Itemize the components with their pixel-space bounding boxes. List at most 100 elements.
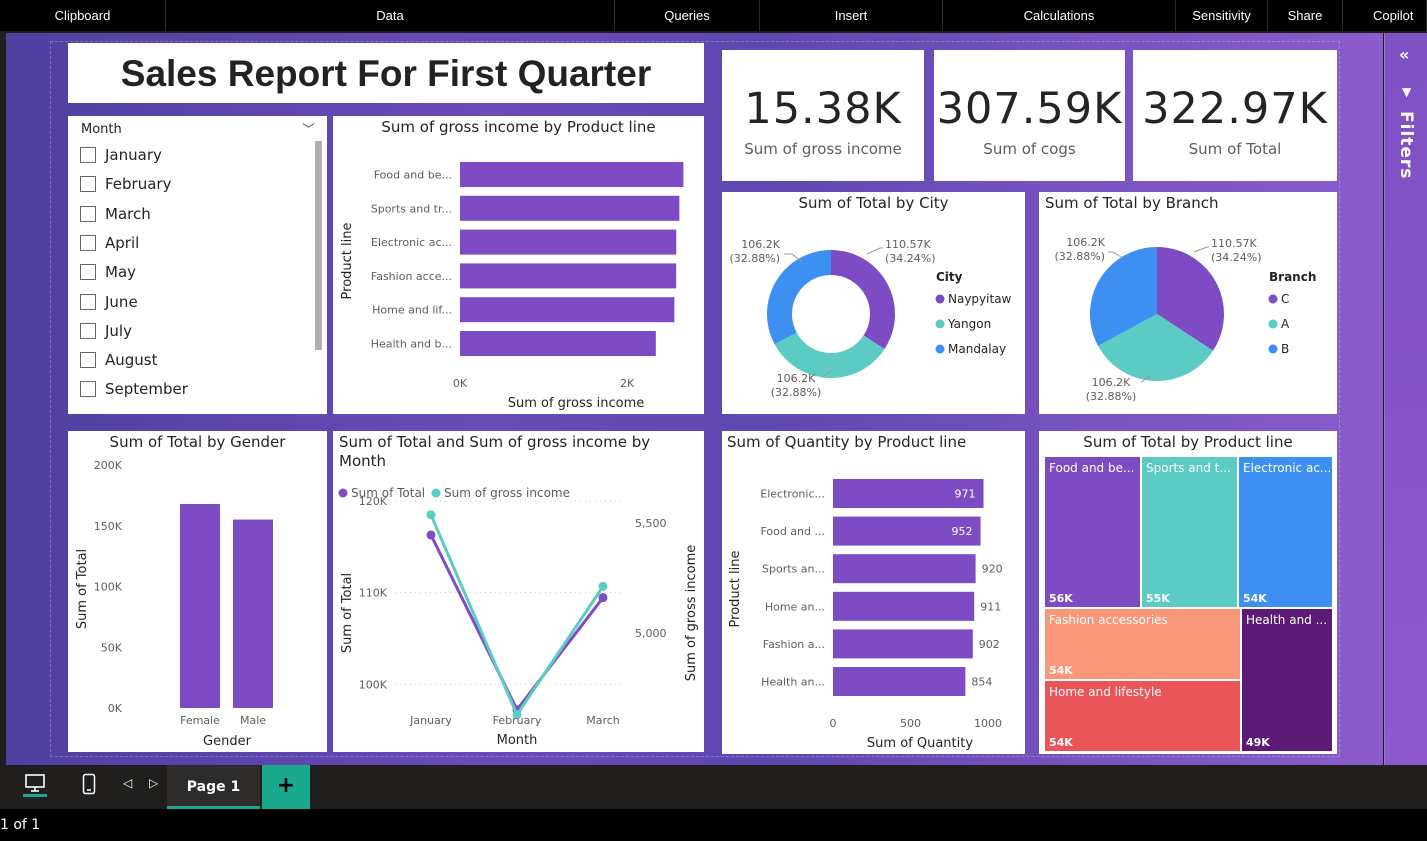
slicer-item-may[interactable]: May (80, 261, 136, 283)
slicer-item-august[interactable]: August (80, 349, 158, 371)
data-label: 920 (982, 563, 1003, 576)
ribbon-queries[interactable]: Queries (615, 0, 760, 31)
data-label: (32.88%) (1054, 250, 1105, 263)
kpi-label: Sum of cogs (983, 140, 1076, 158)
product-treemap: Food and be... 56K Sports and t... 55K Elect… (1045, 457, 1332, 751)
mobile-view-icon[interactable] (82, 773, 96, 800)
legend-marker (338, 488, 348, 498)
kpi-total[interactable]: 322.97K Sum of Total (1133, 50, 1337, 181)
quantity-by-product-card[interactable]: Sum of Quantity by Product line Electron… (722, 431, 1025, 754)
gross-income-by-product-card[interactable]: Sum of gross income by Product line Food… (333, 116, 704, 414)
collapse-chevron-icon[interactable]: « (1399, 45, 1410, 64)
chart-title: Sum of Total by Product line (1083, 433, 1293, 451)
treemap-tile[interactable]: Health and ... 49K (1242, 609, 1332, 751)
branch-pie-chart: 110.57K(34.24%)106.2K(32.88%)106.2K(32.8… (1054, 236, 1316, 403)
ribbon-calculations[interactable]: Calculations (943, 0, 1176, 31)
ribbon-share[interactable]: Share (1268, 0, 1343, 31)
kpi-value: 307.59K (936, 84, 1123, 134)
checkbox[interactable] (80, 264, 96, 281)
leader-line (821, 369, 833, 378)
bar (833, 667, 966, 696)
checkbox[interactable] (80, 322, 96, 339)
total-by-gender-card[interactable]: Sum of Total by Gender 0K 50K 100K 150K 200K… (68, 431, 327, 752)
treemap-tile[interactable]: Home and lifestyle 54K (1045, 681, 1240, 751)
slicer-item-february[interactable]: February (80, 173, 171, 195)
checkbox[interactable] (80, 147, 96, 163)
leader-line (1108, 251, 1124, 259)
slicer-item-july[interactable]: July (80, 320, 132, 342)
legend-marker (1268, 344, 1278, 354)
treemap-tile[interactable]: Food and be... 56K (1045, 457, 1140, 607)
data-label: 106.2K (1092, 376, 1131, 389)
tile-value: 49K (1246, 736, 1270, 749)
checkbox[interactable] (80, 205, 96, 222)
bar (460, 297, 675, 323)
bar (833, 591, 975, 621)
tile-value: 55K (1146, 592, 1170, 605)
ribbon-data[interactable]: Data (166, 0, 615, 31)
data-label: (32.88%) (729, 252, 780, 265)
checkbox[interactable] (80, 293, 96, 310)
total-by-city-card[interactable]: Sum of Total by City 110.57K (34.24%) 106.… (722, 192, 1025, 414)
y-axis-title: Sum of Total (340, 573, 355, 653)
treemap-tile[interactable]: Electronic ac... 54K (1239, 457, 1332, 607)
legend-marker (935, 319, 945, 329)
total-gross-by-month-card[interactable]: Sum of Total and Sum of gross income by … (333, 431, 704, 752)
quantity-bar-chart: Electronic... 971 Food and ... 952 Sports an… (728, 479, 1003, 751)
slicer-item-june[interactable]: June (80, 291, 138, 313)
slicer-item-label: March (105, 204, 151, 223)
slicer-item-march[interactable]: March (80, 203, 151, 225)
slicer-scrollbar[interactable] (315, 141, 322, 350)
kpi-value: 15.38K (744, 84, 902, 134)
data-label: 952 (952, 525, 973, 538)
ribbon-insert[interactable]: Insert (760, 0, 943, 31)
desktop-view-icon[interactable] (23, 773, 47, 797)
checkbox[interactable] (80, 352, 96, 369)
checkbox[interactable] (80, 176, 96, 193)
treemap-tile[interactable]: Fashion accessories 54K (1045, 609, 1240, 679)
add-page-button[interactable]: + (262, 765, 310, 809)
slicer-item-september[interactable]: September (80, 378, 188, 400)
data-label: 902 (979, 638, 1000, 651)
slicer-item-label: September (105, 380, 188, 399)
legend-entry: C (1281, 292, 1289, 306)
chevron-down-icon[interactable]: ﹀ (301, 123, 315, 138)
slicer-item-april[interactable]: April (80, 232, 139, 254)
legend-entry: Mandalay (948, 342, 1006, 356)
ribbon-copilot[interactable]: Copilot (1343, 0, 1427, 31)
y-axis-title: Product line (728, 551, 743, 628)
slicer-item-label: July (105, 321, 132, 340)
tab-page-1[interactable]: Page 1 (167, 765, 260, 809)
data-point (426, 530, 436, 540)
bar (460, 229, 677, 255)
gross-income-bar-chart: Food and be... Sports and tr... Electronic… (340, 162, 684, 411)
gender-bar-chart: 0K 50K 100K 150K 200K Female Male Gender Sum of … (75, 459, 273, 749)
legend-entry: Naypyitaw (948, 292, 1012, 306)
x-axis-title: Gender (203, 734, 252, 749)
treemap-tile[interactable]: Sports and t... 55K (1142, 457, 1237, 607)
next-page-icon[interactable]: ▷ (149, 776, 159, 790)
filter-icon: ▼ (1402, 85, 1412, 99)
ribbon-clipboard[interactable]: Clipboard (0, 0, 166, 31)
y-tick-label: 120K (359, 495, 388, 508)
kpi-gross-income[interactable]: 15.38K Sum of gross income (722, 50, 924, 181)
y-tick-label: Fashion acce... (371, 270, 452, 283)
report-title-card[interactable]: Sales Report For First Quarter (68, 43, 704, 103)
bar (180, 504, 220, 708)
month-slicer[interactable]: Month ﹀ January February March April May June… (68, 116, 327, 414)
slicer-item-label: June (105, 292, 138, 311)
filters-label[interactable]: Filters (1396, 111, 1416, 180)
chart-title: Sum of Total by Gender (109, 433, 286, 451)
checkbox[interactable] (80, 381, 96, 398)
total-by-branch-card[interactable]: Sum of Total by Branch 110.57K (34.24%) 10… (1039, 192, 1337, 414)
previous-page-icon[interactable]: ◁ (123, 776, 133, 790)
kpi-cogs[interactable]: 307.59K Sum of cogs (934, 50, 1125, 181)
checkbox[interactable] (80, 234, 96, 251)
y-tick-label: 100K (94, 581, 123, 594)
slicer-item-label: May (105, 263, 137, 282)
total-by-product-treemap-card[interactable]: Sum of Total by Product line Food and be… (1039, 431, 1337, 754)
ribbon-sensitivity[interactable]: Sensitivity (1176, 0, 1268, 31)
filters-pane[interactable]: « ▼ Filters (1384, 33, 1427, 765)
y-tick-label: 100K (359, 678, 388, 691)
slicer-item-january[interactable]: January (80, 144, 162, 166)
